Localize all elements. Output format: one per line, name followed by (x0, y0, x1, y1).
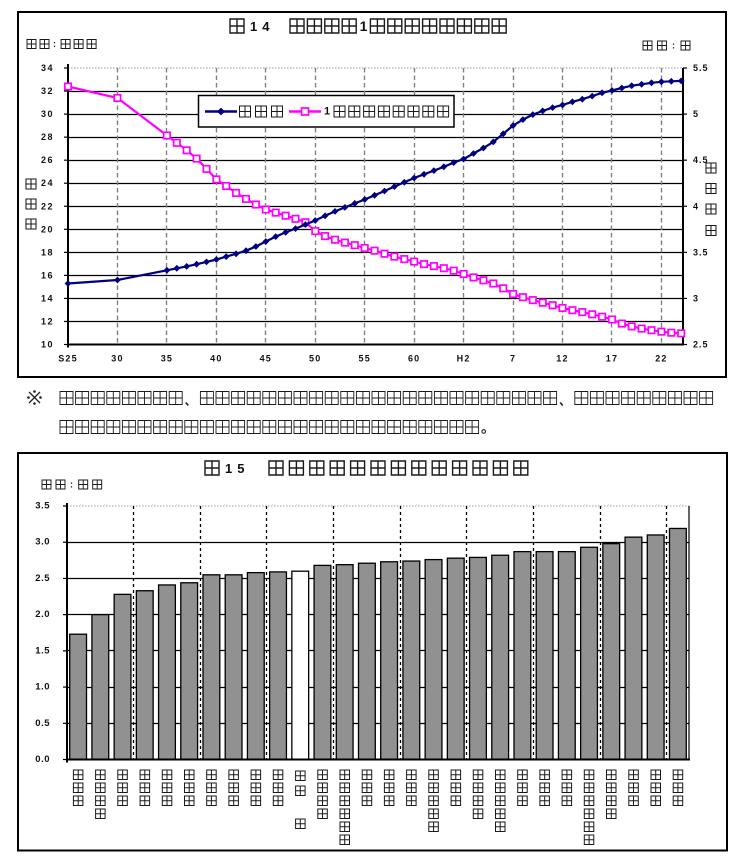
svg-text:24: 24 (41, 178, 54, 188)
svg-text:12: 12 (556, 354, 568, 364)
svg-text:10: 10 (41, 340, 54, 350)
svg-text:5.5: 5.5 (693, 63, 709, 73)
svg-text:1.5: 1.5 (35, 645, 50, 656)
svg-text:60: 60 (408, 354, 420, 364)
svg-text:17: 17 (606, 354, 618, 364)
svg-text::: : (672, 41, 675, 51)
svg-text:32: 32 (41, 86, 54, 96)
svg-text:35: 35 (161, 354, 173, 364)
svg-text:2.0: 2.0 (35, 609, 50, 620)
svg-text:5: 5 (693, 109, 699, 119)
svg-text:45: 45 (260, 354, 272, 364)
svg-text:2.5: 2.5 (35, 573, 50, 584)
svg-text:3.5: 3.5 (35, 501, 50, 512)
svg-text:S25: S25 (58, 354, 78, 364)
svg-text:1.0: 1.0 (35, 682, 50, 693)
svg-text:15: 15 (225, 461, 249, 476)
svg-text:1: 1 (324, 106, 330, 118)
svg-text::: : (70, 480, 73, 490)
svg-text:H2: H2 (457, 354, 471, 364)
svg-text:30: 30 (111, 354, 123, 364)
svg-text:22: 22 (655, 354, 667, 364)
svg-text:7: 7 (510, 354, 516, 364)
svg-text:3.0: 3.0 (35, 537, 50, 548)
svg-text:1: 1 (360, 18, 368, 34)
svg-text:3.5: 3.5 (693, 247, 709, 257)
svg-text:2.5: 2.5 (693, 340, 709, 350)
svg-text:26: 26 (41, 155, 54, 165)
svg-text:18: 18 (41, 247, 54, 257)
svg-text:4.5: 4.5 (693, 155, 709, 165)
svg-text:28: 28 (41, 132, 54, 142)
svg-text::: : (53, 39, 56, 49)
svg-text:3: 3 (693, 293, 699, 303)
svg-text:55: 55 (358, 354, 370, 364)
svg-text:12: 12 (41, 316, 54, 326)
svg-text:50: 50 (309, 354, 321, 364)
svg-text:14: 14 (41, 293, 54, 303)
svg-text:34: 34 (41, 63, 54, 73)
svg-text:22: 22 (41, 201, 54, 211)
svg-text:40: 40 (210, 354, 222, 364)
svg-text:20: 20 (41, 224, 54, 234)
svg-text:0.5: 0.5 (35, 718, 50, 729)
svg-text:16: 16 (41, 270, 54, 280)
svg-text:0.0: 0.0 (35, 754, 50, 765)
svg-text:30: 30 (41, 109, 54, 119)
svg-text:14: 14 (250, 19, 274, 34)
svg-text:4: 4 (693, 201, 699, 211)
